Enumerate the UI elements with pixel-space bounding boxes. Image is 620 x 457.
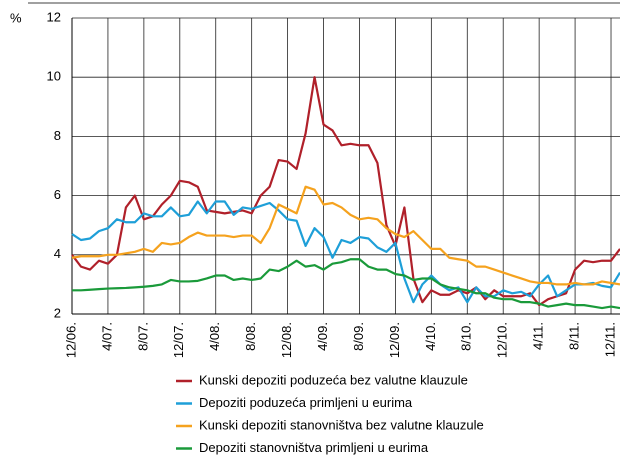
series-line: [71, 200, 620, 304]
x-tick-label: 12/10.: [495, 322, 510, 358]
x-tick-label: 8/08.: [243, 322, 258, 351]
legend-label: Kunski depoziti stanovništva bez valutne…: [199, 417, 484, 432]
x-tick-label: 4/11.: [531, 322, 546, 350]
series-line: [72, 258, 620, 310]
y-axis-label: %: [10, 10, 22, 25]
x-tick-label: 12/06.: [63, 322, 78, 358]
y-tick-label: 12: [47, 9, 61, 24]
series-line: [71, 185, 620, 286]
y-tick-label: 4: [54, 246, 61, 261]
x-tick-label: 8/09.: [351, 322, 366, 351]
x-tick-label: 12/11.: [602, 322, 617, 357]
x-tick-label: 4/09.: [315, 322, 330, 351]
x-tick-label: 12/08.: [279, 322, 294, 358]
y-tick-label: 10: [47, 69, 61, 84]
x-tick-label: 8/10.: [459, 322, 474, 351]
legend-label: Depoziti poduzeća primljeni u eurima: [199, 395, 413, 410]
x-tick-label: 4/07.: [99, 322, 114, 351]
legend-label: Depoziti stanovništva primljeni u eurima: [199, 440, 429, 455]
x-tick-label: 8/07.: [135, 322, 150, 351]
x-tick-label: 4/10.: [423, 322, 438, 351]
x-tick-label: 12/09.: [387, 322, 402, 358]
y-tick-label: 8: [54, 128, 61, 143]
x-tick-label: 12/07.: [171, 322, 186, 358]
x-tick-label: 8/11.: [567, 322, 582, 350]
legend-label: Kunski depoziti poduzeća bez valutne kla…: [199, 372, 468, 387]
x-tick-label: 4/08.: [207, 322, 222, 351]
y-tick-label: 6: [54, 187, 61, 202]
series-line: [71, 76, 620, 307]
y-tick-label: 2: [54, 305, 61, 320]
